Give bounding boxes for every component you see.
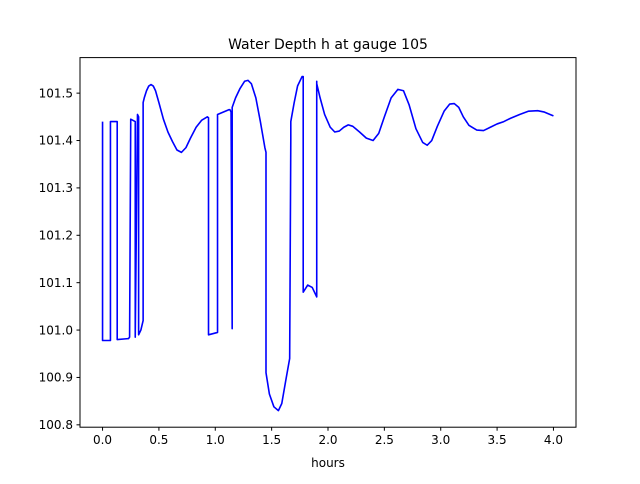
y-tick-label: 101.5 <box>39 86 73 100</box>
x-tick-label: 0.0 <box>93 433 112 447</box>
x-tick-label: 1.5 <box>262 433 281 447</box>
chart-title: Water Depth h at gauge 105 <box>228 37 428 53</box>
series-layer <box>101 75 554 412</box>
series-line-1 <box>101 75 554 412</box>
y-tick-label: 100.8 <box>39 418 73 432</box>
x-tick-label: 0.5 <box>149 433 168 447</box>
y-axis: 100.8 100.9 101.0 101.1 101.2 101.3 101.4 101.5 <box>39 86 80 432</box>
y-tick-label: 101.2 <box>39 228 73 242</box>
x-tick-label: 1.0 <box>206 433 225 447</box>
x-tick-label: 2.0 <box>318 433 337 447</box>
y-tick-label: 101.4 <box>39 134 73 148</box>
y-tick-label: 101.0 <box>39 323 73 337</box>
y-tick-label: 101.3 <box>39 181 73 195</box>
y-tick-label: 100.9 <box>39 371 73 385</box>
x-tick-label: 3.0 <box>431 433 450 447</box>
x-axis-label: hours <box>311 456 345 470</box>
x-tick-label: 3.5 <box>488 433 507 447</box>
x-tick-label: 4.0 <box>544 433 563 447</box>
x-tick-label: 2.5 <box>375 433 394 447</box>
y-tick-label: 101.1 <box>39 276 73 290</box>
x-axis: 0.0 0.5 1.0 1.5 2.0 2.5 3.0 3.5 4.0 <box>93 427 563 447</box>
